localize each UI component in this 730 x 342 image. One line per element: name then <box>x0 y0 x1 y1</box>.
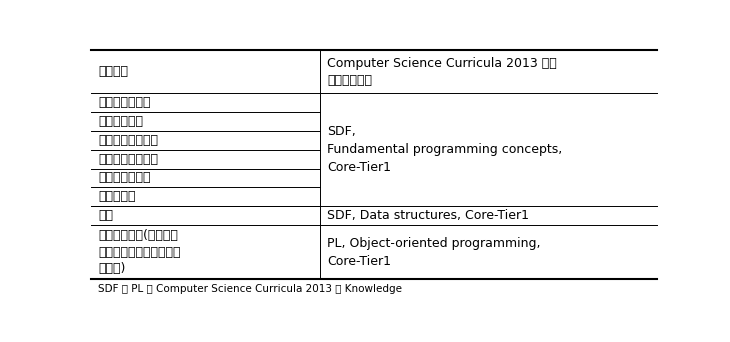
Text: 配列: 配列 <box>98 209 113 222</box>
Text: 条件分岐，繰返し: 条件分岐，繰返し <box>98 134 158 147</box>
Text: SDF,
Fundamental programming concepts,
Core-Tier1: SDF, Fundamental programming concepts, C… <box>327 125 562 174</box>
Text: 関数と引数渡し: 関数と引数渡し <box>98 171 150 184</box>
Text: シンプルな入出力: シンプルな入出力 <box>98 153 158 166</box>
Text: PL, Object-oriented programming,
Core-Tier1: PL, Object-oriented programming, Core-Ti… <box>327 237 541 268</box>
Text: 変数，データ型: 変数，データ型 <box>98 96 150 109</box>
Text: 演算子，代入: 演算子，代入 <box>98 115 143 128</box>
Text: SDF, Data structures, Core-Tier1: SDF, Data structures, Core-Tier1 <box>327 209 529 222</box>
Text: 再帰の概念: 再帰の概念 <box>98 190 136 203</box>
Text: 学習項目: 学習項目 <box>98 65 128 78</box>
Text: SDF と PL は Computer Science Curricula 2013 の Knowledge: SDF と PL は Computer Science Curricula 20… <box>98 284 402 294</box>
Text: Computer Science Curricula 2013 での
対応する箇所: Computer Science Curricula 2013 での 対応する箇… <box>327 57 557 87</box>
Text: クラスの定義(フィール
ド，メソッド，コンスト
ラクタ): クラスの定義(フィール ド，メソッド，コンスト ラクタ) <box>98 229 180 275</box>
